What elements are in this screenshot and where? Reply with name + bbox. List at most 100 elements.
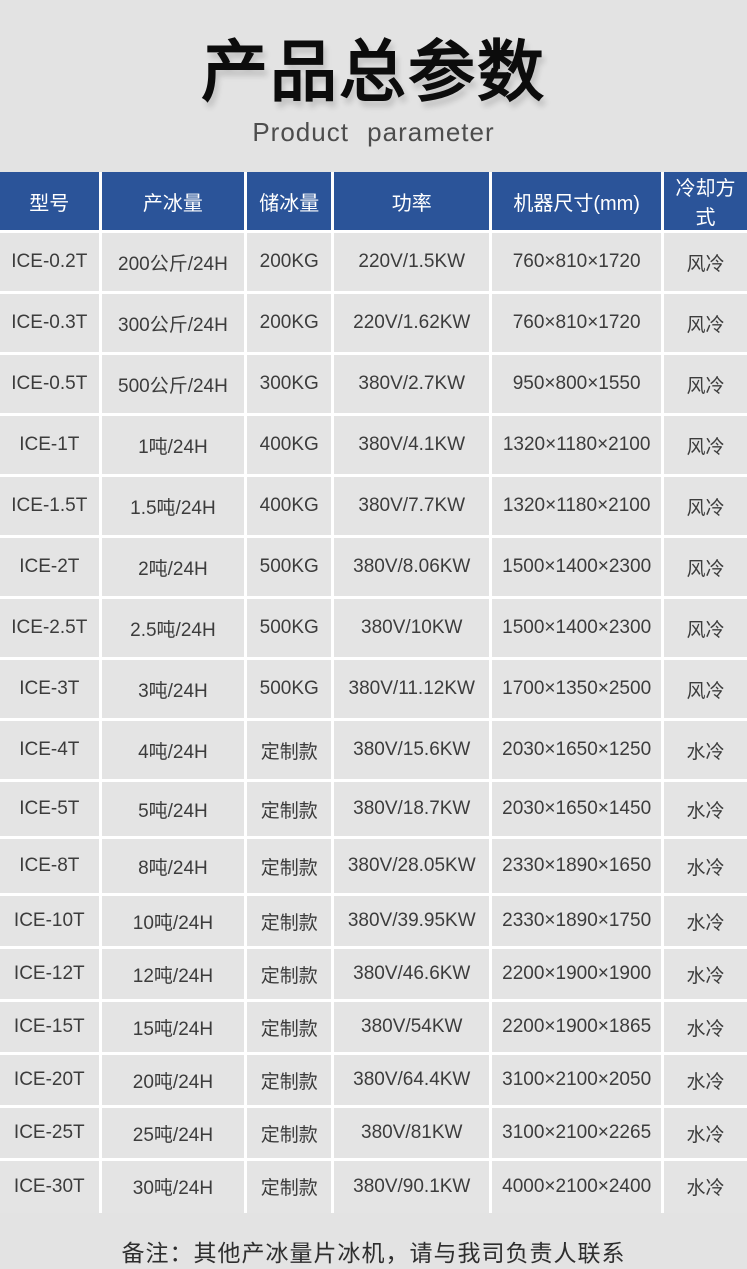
cell-power: 380V/4.1KW	[331, 413, 493, 478]
cell-ice-storage: 定制款	[244, 779, 335, 840]
column-header-cooling-method: 冷却方式	[661, 172, 747, 234]
cell-model: ICE-5T	[0, 779, 102, 840]
table-row: ICE-5T 5吨/24H 定制款 380V/18.7KW 2030×1650×…	[0, 779, 747, 840]
cell-dimensions: 2330×1890×1650	[489, 836, 665, 897]
cell-model: ICE-0.5T	[0, 352, 102, 417]
cell-dimensions: 760×810×1720	[489, 291, 665, 356]
cell-dimensions: 1500×1400×2300	[489, 596, 665, 661]
cell-model: ICE-20T	[0, 1052, 102, 1109]
cell-dimensions: 2030×1650×1250	[489, 718, 665, 783]
table-row: ICE-3T 3吨/24H 500KG 380V/11.12KW 1700×13…	[0, 657, 747, 722]
table-row: ICE-30T 30吨/24H 定制款 380V/90.1KW 4000×210…	[0, 1158, 747, 1213]
cell-power: 380V/28.05KW	[331, 836, 493, 897]
cell-ice-production: 1.5吨/24H	[98, 474, 248, 539]
cell-ice-storage: 定制款	[244, 893, 335, 950]
table-row: ICE-20T 20吨/24H 定制款 380V/64.4KW 3100×210…	[0, 1052, 747, 1109]
cell-power: 380V/7.7KW	[331, 474, 493, 539]
spec-table-header: 型号 产冰量 储冰量 功率 机器尺寸(mm) 冷却方式	[0, 172, 747, 234]
cell-cooling-method: 风冷	[661, 230, 747, 295]
cell-power: 380V/39.95KW	[331, 893, 493, 950]
page-title: 产品总参数	[201, 35, 546, 110]
table-row: ICE-0.5T 500公斤/24H 300KG 380V/2.7KW 950×…	[0, 352, 747, 417]
cell-ice-production: 12吨/24H	[98, 946, 248, 1003]
cell-power: 380V/18.7KW	[331, 779, 493, 840]
footer-note: 备注：其他产冰量片冰机，请与我司负责人联系	[121, 1239, 626, 1266]
cell-model: ICE-10T	[0, 893, 102, 950]
cell-power: 220V/1.62KW	[331, 291, 493, 356]
cell-ice-storage: 400KG	[244, 413, 335, 478]
cell-ice-production: 2.5吨/24H	[98, 596, 248, 661]
table-row: ICE-25T 25吨/24H 定制款 380V/81KW 3100×2100×…	[0, 1105, 747, 1162]
cell-power: 380V/54KW	[331, 999, 493, 1056]
cell-ice-production: 200公斤/24H	[98, 230, 248, 295]
cell-model: ICE-8T	[0, 836, 102, 897]
cell-dimensions: 3100×2100×2050	[489, 1052, 665, 1109]
cell-ice-storage: 500KG	[244, 657, 335, 722]
table-row: ICE-4T 4吨/24H 定制款 380V/15.6KW 2030×1650×…	[0, 718, 747, 783]
cell-model: ICE-0.3T	[0, 291, 102, 356]
column-header-dimensions: 机器尺寸(mm)	[489, 172, 665, 234]
table-row: ICE-2T 2吨/24H 500KG 380V/8.06KW 1500×140…	[0, 535, 747, 600]
cell-ice-production: 500公斤/24H	[98, 352, 248, 417]
cell-dimensions: 1500×1400×2300	[489, 535, 665, 600]
cell-dimensions: 2200×1900×1900	[489, 946, 665, 1003]
cell-ice-storage: 定制款	[244, 946, 335, 1003]
cell-dimensions: 1700×1350×2500	[489, 657, 665, 722]
cell-model: ICE-2.5T	[0, 596, 102, 661]
cell-power: 380V/64.4KW	[331, 1052, 493, 1109]
cell-ice-production: 5吨/24H	[98, 779, 248, 840]
cell-ice-production: 1吨/24H	[98, 413, 248, 478]
cell-power: 380V/90.1KW	[331, 1158, 493, 1213]
cell-cooling-method: 风冷	[661, 352, 747, 417]
cell-ice-storage: 定制款	[244, 999, 335, 1056]
cell-model: ICE-30T	[0, 1158, 102, 1213]
cell-dimensions: 3100×2100×2265	[489, 1105, 665, 1162]
cell-power: 380V/10KW	[331, 596, 493, 661]
cell-ice-storage: 定制款	[244, 836, 335, 897]
cell-cooling-method: 水冷	[661, 1052, 747, 1109]
cell-power: 380V/11.12KW	[331, 657, 493, 722]
cell-dimensions: 2200×1900×1865	[489, 999, 665, 1056]
cell-model: ICE-12T	[0, 946, 102, 1003]
cell-model: ICE-1T	[0, 413, 102, 478]
cell-cooling-method: 风冷	[661, 413, 747, 478]
table-row: ICE-1.5T 1.5吨/24H 400KG 380V/7.7KW 1320×…	[0, 474, 747, 539]
cell-cooling-method: 风冷	[661, 291, 747, 356]
cell-cooling-method: 水冷	[661, 946, 747, 1003]
cell-dimensions: 2030×1650×1450	[489, 779, 665, 840]
cell-ice-storage: 定制款	[244, 1105, 335, 1162]
table-row: ICE-0.3T 300公斤/24H 200KG 220V/1.62KW 760…	[0, 291, 747, 356]
cell-ice-storage: 定制款	[244, 1158, 335, 1213]
cell-cooling-method: 水冷	[661, 836, 747, 897]
cell-ice-storage: 500KG	[244, 596, 335, 661]
cell-ice-production: 3吨/24H	[98, 657, 248, 722]
column-header-ice-production: 产冰量	[98, 172, 248, 234]
cell-cooling-method: 风冷	[661, 596, 747, 661]
cell-ice-storage: 400KG	[244, 474, 335, 539]
column-header-ice-storage: 储冰量	[244, 172, 335, 234]
cell-cooling-method: 风冷	[661, 657, 747, 722]
cell-power: 380V/15.6KW	[331, 718, 493, 783]
cell-power: 380V/81KW	[331, 1105, 493, 1162]
page-header: 产品总参数 Product parameter	[0, 0, 747, 148]
cell-model: ICE-4T	[0, 718, 102, 783]
cell-power: 220V/1.5KW	[331, 230, 493, 295]
cell-ice-storage: 500KG	[244, 535, 335, 600]
cell-ice-production: 15吨/24H	[98, 999, 248, 1056]
cell-dimensions: 950×800×1550	[489, 352, 665, 417]
cell-cooling-method: 风冷	[661, 535, 747, 600]
cell-dimensions: 1320×1180×2100	[489, 474, 665, 539]
cell-ice-storage: 200KG	[244, 230, 335, 295]
cell-cooling-method: 水冷	[661, 1158, 747, 1213]
cell-power: 380V/8.06KW	[331, 535, 493, 600]
cell-ice-production: 10吨/24H	[98, 893, 248, 950]
cell-model: ICE-3T	[0, 657, 102, 722]
cell-cooling-method: 水冷	[661, 999, 747, 1056]
cell-ice-production: 30吨/24H	[98, 1158, 248, 1213]
cell-ice-storage: 200KG	[244, 291, 335, 356]
cell-model: ICE-15T	[0, 999, 102, 1056]
cell-dimensions: 2330×1890×1750	[489, 893, 665, 950]
cell-model: ICE-2T	[0, 535, 102, 600]
cell-dimensions: 760×810×1720	[489, 230, 665, 295]
